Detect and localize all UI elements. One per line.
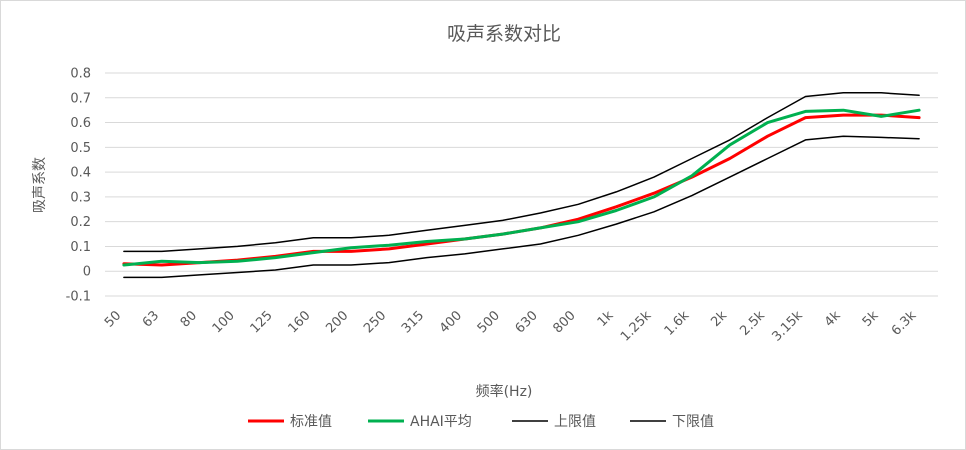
x-tick-label: 3.15k: [769, 308, 806, 345]
x-tick-label: 250: [361, 308, 389, 336]
x-tick-label: 1k: [595, 308, 617, 330]
x-tick-label: 400: [437, 308, 465, 336]
y-tick-label: 0.3: [70, 190, 91, 205]
chart-title: 吸声系数对比: [447, 23, 561, 45]
x-tick-label: 1.25k: [618, 308, 655, 345]
x-tick-label: 200: [323, 308, 351, 336]
y-tick-label: 0.7: [70, 91, 91, 106]
x-tick-label: 6.3k: [889, 308, 920, 339]
x-tick-label: 100: [210, 308, 238, 336]
series-line-3: [123, 135, 920, 279]
y-tick-labels: -0.1 0 0.1 0.2 0.3 0.4 0.5 0.6 0.7 0.8: [66, 67, 91, 305]
y-axis-label: 吸声系数: [32, 157, 48, 213]
legend-label: 下限值: [672, 414, 714, 430]
series-line-0: [122, 113, 921, 267]
x-tick-label: 50: [102, 308, 124, 330]
y-tick-label: -0.1: [66, 290, 91, 305]
x-tick-label: 160: [285, 308, 313, 336]
series-line-2: [123, 92, 920, 253]
x-axis-label: 频率(Hz): [476, 383, 533, 400]
y-tick-label: 0.5: [70, 141, 91, 156]
legend-label: 标准值: [290, 414, 332, 430]
x-tick-label: 80: [178, 308, 200, 330]
y-tick-label: 0: [83, 265, 91, 280]
legend-label: AHAI平均: [410, 414, 472, 430]
x-tick-label: 1.6k: [662, 308, 693, 339]
gridlines: [105, 72, 938, 297]
x-tick-label: 125: [248, 308, 276, 336]
x-tick-label: 500: [475, 308, 503, 336]
x-tick-labels: 50 63 80 100 125 160 200 250 315 400 500 630 800 1k 1.…: [102, 308, 920, 345]
y-tick-label: 0.6: [70, 116, 91, 131]
y-tick-label: 0.1: [70, 240, 91, 255]
y-tick-label: 0.2: [70, 215, 91, 230]
x-tick-label: 2.5k: [737, 308, 768, 339]
x-tick-label: 630: [513, 308, 541, 336]
x-tick-label: 800: [550, 308, 578, 336]
x-tick-label: 63: [140, 308, 162, 330]
legend: 标准值 AHAI平均 上限值 下限值: [248, 414, 714, 430]
y-tick-label: 0.4: [70, 166, 91, 181]
x-tick-label: 2k: [708, 308, 730, 330]
series-line-1: [122, 108, 921, 267]
x-tick-label: 5k: [860, 308, 882, 330]
y-tick-label: 0.8: [70, 67, 91, 82]
series-lines: [122, 92, 921, 279]
x-tick-label: 315: [399, 308, 427, 336]
legend-label: 上限值: [554, 414, 596, 430]
x-tick-label: 4k: [822, 308, 844, 330]
